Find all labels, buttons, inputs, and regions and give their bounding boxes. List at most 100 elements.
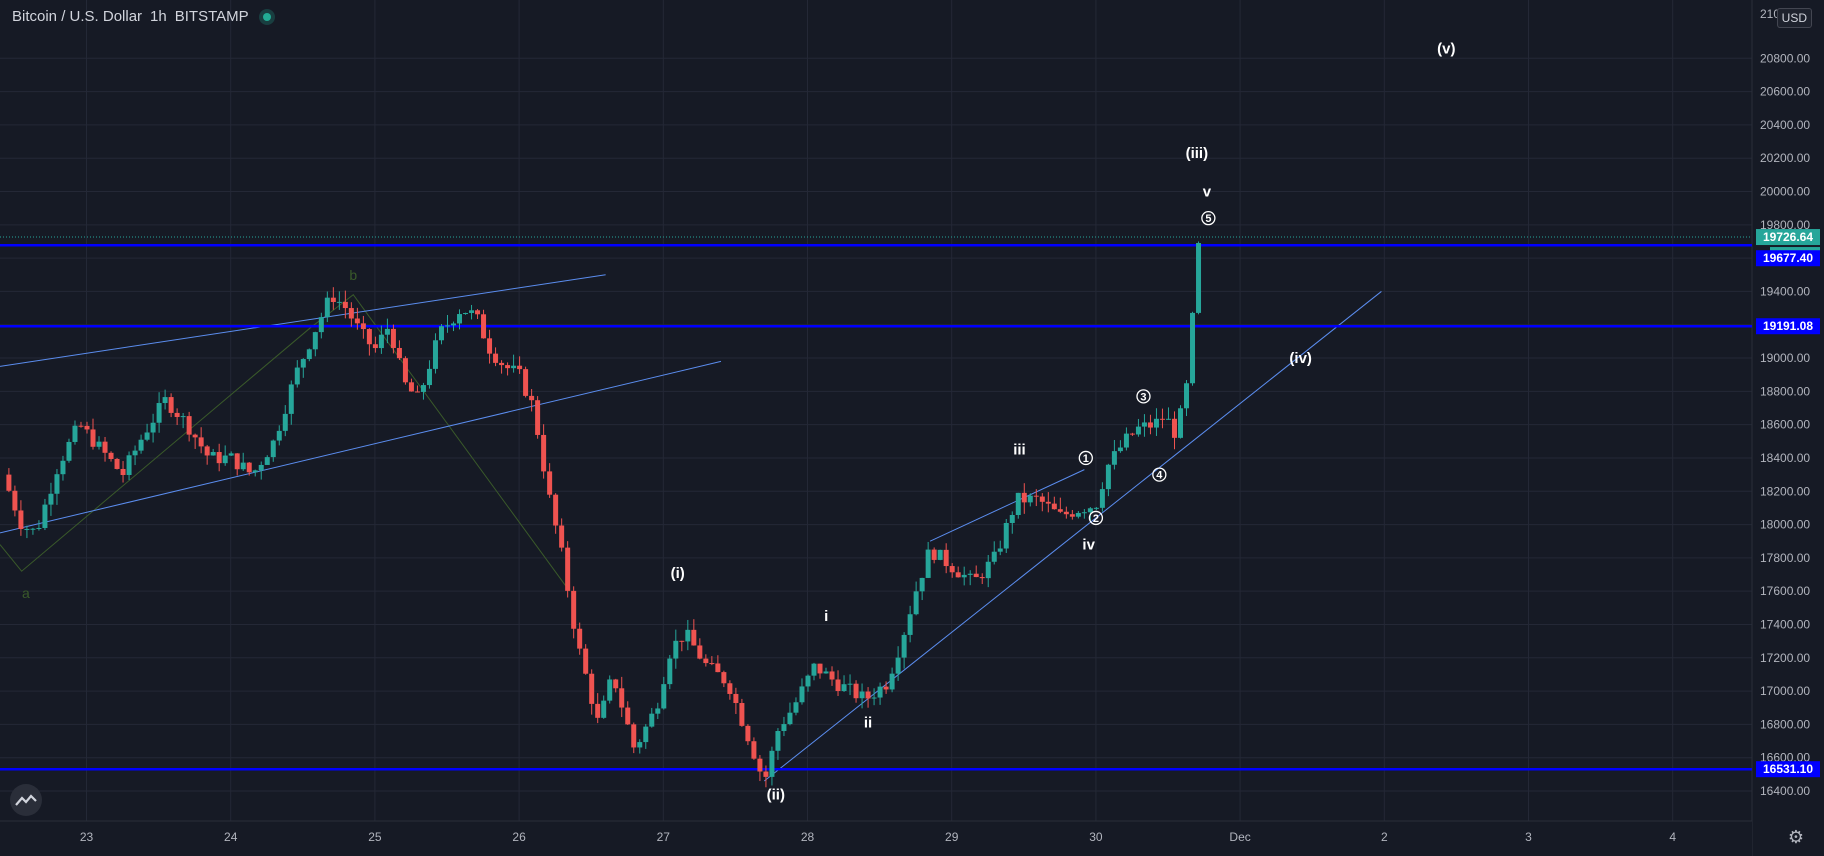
candle-up[interactable] xyxy=(787,712,793,725)
candle-down[interactable] xyxy=(1039,496,1045,502)
wave-circle[interactable] xyxy=(1201,211,1216,226)
candle-up[interactable] xyxy=(961,574,967,578)
candle-up[interactable] xyxy=(1123,433,1129,448)
candle-down[interactable] xyxy=(631,724,637,748)
candle-down[interactable] xyxy=(414,391,420,393)
candle-up[interactable] xyxy=(877,686,883,698)
candle-up[interactable] xyxy=(775,731,781,751)
wave-label-minor[interactable]: iii xyxy=(1013,442,1026,459)
candle-up[interactable] xyxy=(150,422,156,433)
candle-up[interactable] xyxy=(847,683,853,685)
candle-up[interactable] xyxy=(300,359,306,368)
candle-up[interactable] xyxy=(276,430,282,441)
candle-up[interactable] xyxy=(457,314,463,324)
candle-up[interactable] xyxy=(306,349,312,360)
candle-up[interactable] xyxy=(252,470,258,473)
candle-up[interactable] xyxy=(661,684,667,709)
candle-down[interactable] xyxy=(120,468,126,476)
candle-up[interactable] xyxy=(805,675,811,687)
candle-down[interactable] xyxy=(829,671,835,680)
candle-up[interactable] xyxy=(378,334,384,349)
candle-down[interactable] xyxy=(739,703,745,726)
symbol-name[interactable]: Bitcoin / U.S. Dollar xyxy=(12,8,143,25)
candle-up[interactable] xyxy=(1075,512,1081,517)
candle-up[interactable] xyxy=(42,504,48,528)
symbol-header[interactable]: Bitcoin / U.S. Dollar 1h BITSTAMP xyxy=(12,8,271,25)
candle-down[interactable] xyxy=(360,323,366,330)
candle-up[interactable] xyxy=(1027,495,1033,503)
trend-line[interactable] xyxy=(929,469,1085,542)
candle-up[interactable] xyxy=(210,452,216,456)
candle-up[interactable] xyxy=(463,312,469,315)
candle-down[interactable] xyxy=(1171,418,1177,438)
candle-down[interactable] xyxy=(553,494,559,526)
wave-label-minor[interactable]: v xyxy=(1203,184,1212,201)
candle-up[interactable] xyxy=(426,368,432,386)
candle-down[interactable] xyxy=(1147,422,1153,428)
candle-up[interactable] xyxy=(66,441,72,461)
candle-up[interactable] xyxy=(685,629,691,642)
wave-label-b[interactable]: b xyxy=(349,267,357,283)
candle-down[interactable] xyxy=(541,434,547,472)
candle-up[interactable] xyxy=(895,657,901,674)
candle-down[interactable] xyxy=(559,525,565,548)
candle-up[interactable] xyxy=(60,460,66,475)
candle-down[interactable] xyxy=(1129,433,1135,435)
candle-up[interactable] xyxy=(96,441,102,447)
candle-down[interactable] xyxy=(949,566,955,573)
candle-up[interactable] xyxy=(793,702,799,713)
candle-down[interactable] xyxy=(186,416,192,435)
candle-down[interactable] xyxy=(763,771,769,777)
candle-up[interactable] xyxy=(270,440,276,458)
candle-up[interactable] xyxy=(1081,512,1087,514)
candle-up[interactable] xyxy=(601,700,607,718)
wave-label-minor[interactable]: iv xyxy=(1082,537,1095,554)
candle-down[interactable] xyxy=(883,686,889,690)
candle-down[interactable] xyxy=(751,741,757,759)
candle-down[interactable] xyxy=(1033,495,1039,497)
candle-up[interactable] xyxy=(1003,522,1009,549)
candle-down[interactable] xyxy=(571,590,577,629)
candle-down[interactable] xyxy=(475,310,481,315)
candle-up[interactable] xyxy=(769,750,775,777)
candle-down[interactable] xyxy=(114,459,120,469)
candle-up[interactable] xyxy=(126,455,132,476)
candle-up[interactable] xyxy=(24,528,30,530)
tradingview-logo-icon[interactable] xyxy=(10,784,42,816)
candle-down[interactable] xyxy=(372,344,378,349)
candle-up[interactable] xyxy=(36,527,42,529)
candle-up[interactable] xyxy=(324,297,330,318)
candle-up[interactable] xyxy=(985,561,991,579)
candle-down[interactable] xyxy=(703,658,709,664)
candle-down[interactable] xyxy=(817,663,823,674)
trend-line[interactable] xyxy=(0,360,722,534)
wave-label-a[interactable]: a xyxy=(22,585,30,601)
candle-down[interactable] xyxy=(84,425,90,430)
trend-line[interactable] xyxy=(0,274,606,367)
candle-down[interactable] xyxy=(18,510,24,529)
candle-up[interactable] xyxy=(48,493,54,505)
candle-up[interactable] xyxy=(312,332,318,350)
candle-up[interactable] xyxy=(823,671,829,674)
candle-up[interactable] xyxy=(925,549,931,578)
candle-up[interactable] xyxy=(156,403,162,423)
candle-up[interactable] xyxy=(132,450,138,456)
candle-up[interactable] xyxy=(384,328,390,335)
candle-down[interactable] xyxy=(499,362,505,366)
candle-down[interactable] xyxy=(613,679,619,689)
candle-up[interactable] xyxy=(54,474,60,494)
candle-down[interactable] xyxy=(853,683,859,699)
wave-label-primary[interactable]: (v) xyxy=(1437,40,1455,57)
candle-up[interactable] xyxy=(264,457,270,465)
candle-up[interactable] xyxy=(637,742,643,748)
candle-up[interactable] xyxy=(901,634,907,658)
candle-up[interactable] xyxy=(859,691,865,699)
wave-label-circled[interactable]: 2 xyxy=(1093,513,1099,525)
candle-down[interactable] xyxy=(108,452,114,460)
candle-down[interactable] xyxy=(577,628,583,649)
candle-down[interactable] xyxy=(973,573,979,578)
candle-up[interactable] xyxy=(180,416,186,418)
candle-up[interactable] xyxy=(1009,515,1015,523)
candle-up[interactable] xyxy=(228,453,234,456)
